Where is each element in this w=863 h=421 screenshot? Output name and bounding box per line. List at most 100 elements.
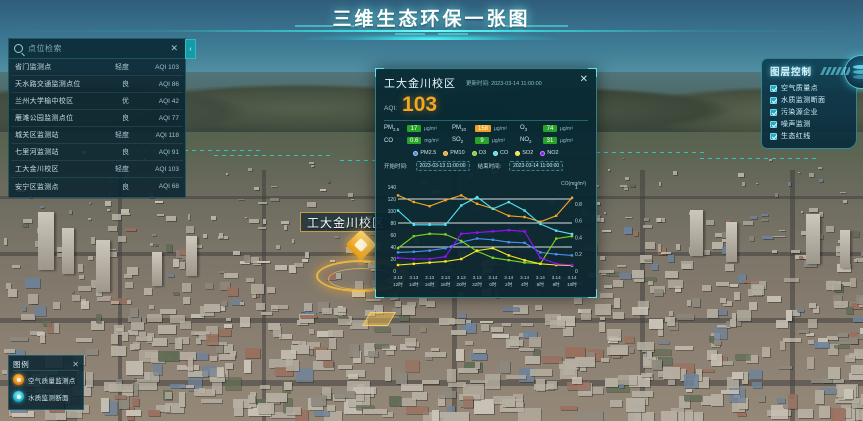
svg-text:3.14: 3.14 [488, 275, 497, 280]
station-list-item[interactable]: 七里河监测站 良 AQI 91 [11, 144, 183, 161]
legend-item-label: 空气质量监测点 [28, 377, 76, 385]
panel-collapse-button[interactable]: ‹ [185, 39, 196, 59]
popup-divider [384, 120, 588, 121]
station-list[interactable]: 省门监测点 轻度 AQI 103 天水路交通监测点位良 AQI 86 兰州大学榆中校区优 A… [9, 59, 185, 197]
aqi-value: 103 [402, 93, 438, 116]
layer-item-0[interactable]: 空气质量点 [770, 82, 850, 94]
svg-text:3.14: 3.14 [520, 275, 529, 280]
svg-text:20时: 20时 [456, 281, 466, 287]
station-value: AQI 86 [158, 80, 179, 88]
end-time-input[interactable]: 2023-03-14 11:00:00 [509, 161, 564, 172]
layer-item-2[interactable]: 污染源企业 [770, 106, 850, 118]
popup-close-icon[interactable]: ✕ [579, 74, 588, 85]
pollutant-cell-co: CO 0.6 mg/m³ [384, 137, 452, 145]
svg-text:3.14: 3.14 [568, 275, 577, 280]
chart-legend-item-o3[interactable]: O3 [471, 150, 487, 157]
pollutant-trend-chart[interactable]: 0 20 40 60 80 100 120 140 0 0.2 0.4 0.6 0.8 1 3.13 12时 3… [382, 181, 592, 293]
cyan-marker-icon [13, 391, 24, 402]
svg-text:80: 80 [390, 221, 396, 227]
svg-text:0时: 0时 [489, 281, 497, 287]
station-value: AQI 91 [158, 148, 179, 156]
pollutant-unit: μg/m³ [560, 137, 573, 144]
legend-color-dot [443, 150, 449, 156]
time-range-controls[interactable]: 开始时间: 2023-03-13 11:00:00 结束时间: 2023-03-… [384, 161, 588, 172]
layer-panel-title: 图层控制 [770, 67, 813, 78]
chart-legend-item-no2[interactable]: NO2 [540, 150, 559, 156]
search-bar[interactable]: 点位检索 ✕ [9, 39, 185, 59]
svg-text:0.6: 0.6 [575, 219, 582, 225]
station-grade: 良 [122, 115, 129, 122]
layer-item-label: 噪声监测 [781, 121, 811, 128]
legend-series-name: O3 [478, 150, 487, 157]
station-detail-popup: 工大金川校区 更新时间: 2023-03-14 11:00:00 ✕ AQI: … [375, 68, 597, 298]
layer-item-3[interactable]: 噪声监测 [770, 118, 850, 130]
layer-item-label: 污染源企业 [781, 109, 818, 116]
legend-header: 图例 ✕ [13, 358, 79, 371]
svg-text:12时: 12时 [393, 281, 403, 287]
start-time-input[interactable]: 2023-03-13 11:00:00 [415, 161, 470, 172]
station-value: AQI 103 [155, 63, 179, 71]
pollutant-name: PM10 [452, 125, 467, 133]
legend-color-dot [493, 150, 499, 156]
station-name: 安宁区监测点 [15, 183, 59, 191]
station-grade: 良 [122, 149, 129, 156]
pollutant-value-badge: 17 [407, 125, 421, 133]
layer-checkbox-list[interactable]: 空气质量点水质监测断面 污染源企业噪声监测生态红线 [770, 82, 850, 142]
station-list-item[interactable]: 省门监测点 轻度 AQI 103 [11, 59, 183, 76]
station-list-item[interactable]: 雁滩公园监测点位 良 AQI 77 [11, 110, 183, 127]
chart-legend[interactable]: PM2.5 PM10 O3 CO SO2 NO2 [384, 150, 588, 156]
pollutant-name: O3 [520, 125, 528, 133]
layer-item-label: 水质监测断面 [781, 97, 826, 104]
pollutant-grid: PM2.5 17 μg/m³ PM10 158 μg/m³ O3 74 μg/m³ CO 0.6 mg… [384, 125, 588, 144]
svg-text:40: 40 [390, 245, 396, 251]
svg-text:3.13: 3.13 [394, 275, 403, 280]
popup-header: 工大金川校区 更新时间: 2023-03-14 11:00:00 ✕ [384, 75, 588, 91]
svg-text:0: 0 [393, 269, 396, 275]
pollutant-cell-pm10: PM10 158 μg/m³ [452, 125, 520, 132]
legend-item: 空气质量监测点 [13, 371, 79, 388]
search-input[interactable]: 点位检索 [28, 44, 62, 53]
legend-item-list: 空气质量监测点 水质监测断面 [13, 371, 79, 405]
chart-legend-item-pm25[interactable]: PM2.5 [413, 150, 436, 156]
svg-text:0.2: 0.2 [575, 252, 582, 258]
svg-text:18时: 18时 [441, 281, 451, 287]
checkbox-icon[interactable] [770, 132, 777, 140]
layer-item-4[interactable]: 生态红线 [770, 130, 850, 142]
chart-legend-item-pm10[interactable]: PM10 [443, 150, 465, 156]
checkbox-icon[interactable] [770, 108, 777, 116]
station-list-item[interactable]: 安宁区监测点 良 AQI 68 [11, 178, 183, 195]
checkbox-icon[interactable] [770, 120, 777, 128]
layer-item-label: 空气质量点 [781, 85, 818, 92]
popup-aqi-block: AQI: 103 [384, 94, 588, 115]
svg-text:100: 100 [388, 209, 397, 215]
layer-panel-header: 图层控制 [770, 64, 850, 78]
svg-text:60: 60 [390, 233, 396, 239]
chart-svg: 02040608010012014000.20.40.60.813.1312时3… [388, 185, 583, 287]
chart-legend-item-so2[interactable]: SO2 [515, 150, 533, 156]
svg-text:10时: 10时 [567, 281, 577, 287]
search-clear-icon[interactable]: ✕ [170, 43, 178, 53]
svg-text:140: 140 [388, 185, 397, 191]
station-list-item[interactable]: 城关区监测站 轻度 AQI 118 [11, 127, 183, 144]
checkbox-icon[interactable] [770, 84, 777, 92]
svg-text:3.13: 3.13 [473, 275, 482, 280]
popup-corner-tr [588, 68, 597, 77]
pollutant-name: SO2 [452, 137, 464, 145]
station-list-item[interactable]: 天水路交通监测点位 良 AQI 86 [11, 76, 183, 93]
svg-text:3.14: 3.14 [536, 275, 545, 280]
station-list-item[interactable]: 工大金川校区 轻度 AQI 103 [11, 161, 183, 178]
station-name: 工大金川校区 [15, 166, 59, 173]
legend-close-icon[interactable]: ✕ [72, 359, 79, 369]
checkbox-icon[interactable] [770, 96, 777, 104]
station-list-item[interactable]: 兰州大学榆中校区 优 AQI 42 [11, 93, 183, 110]
orange-marker-icon [13, 374, 24, 385]
svg-text:14时: 14时 [409, 281, 419, 287]
pollutant-unit: mg/m³ [424, 137, 439, 144]
layer-item-1[interactable]: 水质监测断面 [770, 94, 850, 106]
station-value: AQI 68 [158, 183, 179, 190]
pollutant-name: CO [384, 137, 393, 144]
chart-legend-item-co[interactable]: CO [493, 150, 508, 156]
station-grade: 良 [122, 183, 129, 191]
svg-text:3.14: 3.14 [504, 275, 513, 280]
station-name: 兰州大学榆中校区 [15, 98, 74, 105]
